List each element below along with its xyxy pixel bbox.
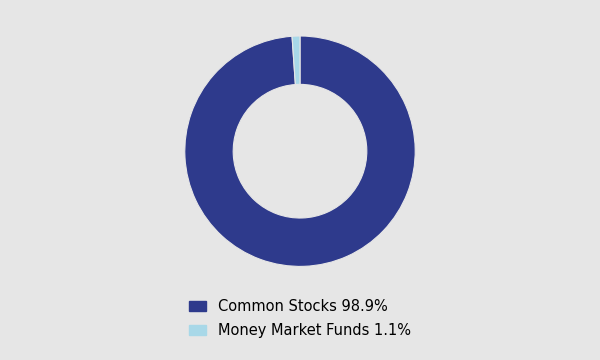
Wedge shape: [185, 36, 415, 266]
Wedge shape: [292, 36, 300, 85]
Legend: Common Stocks 98.9%, Money Market Funds 1.1%: Common Stocks 98.9%, Money Market Funds …: [182, 292, 418, 346]
